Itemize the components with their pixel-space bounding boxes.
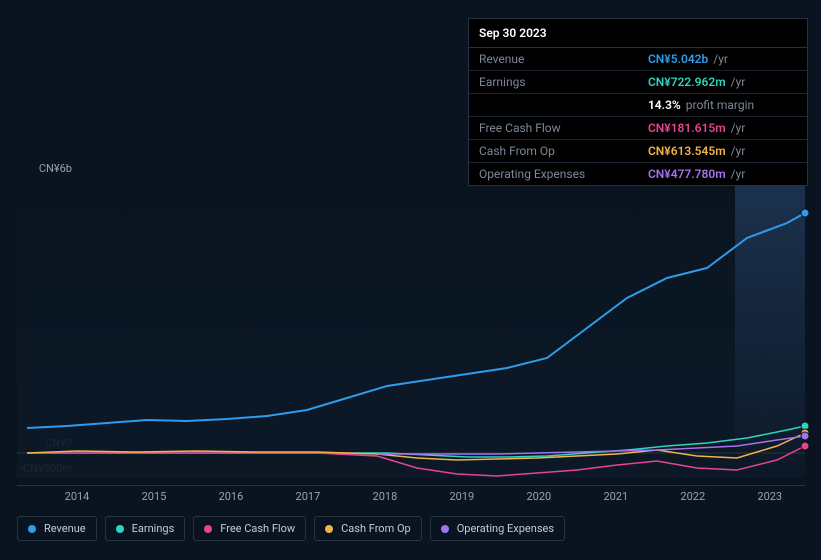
x-axis-tick: 2023 — [757, 490, 782, 503]
series-revenue — [27, 213, 805, 428]
tooltip-row-value: 14.3% profit margin — [638, 94, 807, 117]
legend-label: Operating Expenses — [457, 522, 554, 535]
legend-dot — [441, 525, 449, 533]
legend-item-earnings[interactable]: Earnings — [105, 516, 186, 541]
legend-label: Free Cash Flow — [220, 522, 295, 535]
legend-dot — [116, 525, 124, 533]
tooltip-date: Sep 30 2023 — [469, 19, 807, 48]
series-end-dot — [801, 432, 809, 440]
legend-item-free-cash-flow[interactable]: Free Cash Flow — [193, 516, 306, 541]
legend-label: Earnings — [132, 522, 175, 535]
x-axis-tick: 2019 — [449, 490, 474, 503]
legend-item-operating-expenses[interactable]: Operating Expenses — [430, 516, 565, 541]
x-axis-tick: 2014 — [65, 490, 90, 503]
data-tooltip: Sep 30 2023 RevenueCN¥5.042b /yrEarnings… — [468, 18, 808, 186]
legend-dot — [28, 525, 36, 533]
x-axis-tick: 2022 — [680, 490, 705, 503]
chart-svg — [17, 178, 805, 478]
tooltip-row-value: CN¥477.780m /yr — [638, 163, 807, 186]
series-end-dot — [801, 209, 809, 217]
x-axis-tick: 2016 — [219, 490, 244, 503]
tooltip-row-label: Cash From Op — [469, 140, 638, 163]
legend: Revenue Earnings Free Cash Flow Cash From O… — [17, 516, 565, 541]
plot-area[interactable] — [17, 178, 805, 478]
tooltip-row-value: CN¥722.962m /yr — [638, 71, 807, 94]
tooltip-row-value: CN¥613.545m /yr — [638, 140, 807, 163]
tooltip-row-label: Earnings — [469, 71, 638, 94]
x-axis-tick: 2017 — [296, 490, 321, 503]
legend-item-cash-from-op[interactable]: Cash From Op — [314, 516, 422, 541]
legend-label: Cash From Op — [341, 522, 411, 535]
series-cash-from-op — [27, 433, 805, 460]
series-end-dot — [801, 442, 809, 450]
legend-label: Revenue — [44, 522, 86, 535]
x-axis-tick: 2018 — [373, 490, 398, 503]
legend-item-revenue[interactable]: Revenue — [17, 516, 97, 541]
series-free-cash-flow — [27, 446, 805, 476]
tooltip-row-value: CN¥181.615m /yr — [638, 117, 807, 140]
x-axis-tick: 2015 — [142, 490, 167, 503]
tooltip-row-label: Free Cash Flow — [469, 117, 638, 140]
tooltip-row-label — [469, 94, 638, 117]
legend-dot — [204, 525, 212, 533]
legend-dot — [325, 525, 333, 533]
y-axis-label: CN¥6b — [17, 162, 72, 175]
tooltip-row-value: CN¥5.042b /yr — [638, 48, 807, 71]
tooltip-row-label: Operating Expenses — [469, 163, 638, 186]
x-axis-tick: 2021 — [603, 490, 628, 503]
tooltip-row-label: Revenue — [469, 48, 638, 71]
x-axis: 2014 2015 2016 2017 2018 2019 2020 2021 2022 2023 — [17, 485, 805, 500]
x-axis-tick: 2020 — [526, 490, 551, 503]
tooltip-table: RevenueCN¥5.042b /yrEarningsCN¥722.962m … — [469, 48, 807, 185]
